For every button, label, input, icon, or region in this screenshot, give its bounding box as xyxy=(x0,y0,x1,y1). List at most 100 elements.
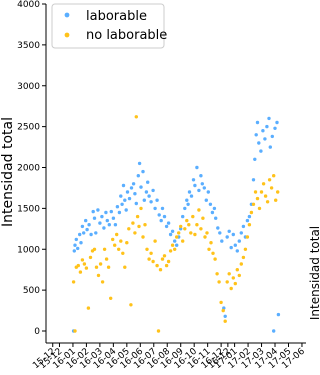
point-laborable xyxy=(257,141,261,145)
point-no-laborable xyxy=(267,178,272,182)
point-laborable xyxy=(263,137,267,141)
point-no-laborable xyxy=(221,308,225,313)
point-no-laborable xyxy=(265,200,270,204)
point-laborable xyxy=(170,229,175,233)
point-laborable xyxy=(200,182,204,186)
point-no-laborable xyxy=(82,262,87,266)
point-no-laborable xyxy=(134,115,138,119)
point-laborable xyxy=(136,174,140,178)
point-laborable xyxy=(241,224,246,229)
point-no-laborable xyxy=(127,227,131,231)
y-tick-label: 3000 xyxy=(17,82,40,92)
point-no-laborable xyxy=(213,257,217,261)
point-laborable xyxy=(129,186,134,190)
point-laborable xyxy=(107,223,112,227)
y-tick-label: 2500 xyxy=(17,123,40,133)
points-layer xyxy=(71,115,281,333)
point-laborable xyxy=(173,239,177,243)
point-laborable xyxy=(276,312,281,317)
point-no-laborable xyxy=(102,247,107,251)
point-no-laborable xyxy=(96,273,101,278)
point-laborable xyxy=(89,232,93,237)
point-laborable xyxy=(261,129,265,133)
point-laborable xyxy=(268,145,272,149)
point-no-laborable xyxy=(276,190,280,194)
point-no-laborable xyxy=(84,266,89,270)
point-no-laborable xyxy=(78,270,83,274)
point-no-laborable xyxy=(173,247,177,251)
y-tick-label: 500 xyxy=(23,286,40,296)
point-laborable xyxy=(183,206,187,211)
point-laborable xyxy=(185,198,189,202)
point-laborable xyxy=(151,188,155,193)
point-laborable xyxy=(87,223,91,227)
point-no-laborable xyxy=(86,306,91,310)
point-no-laborable xyxy=(100,280,105,284)
y-tick-label: 4000 xyxy=(17,0,40,10)
point-laborable xyxy=(270,134,274,139)
y-tick-label: 1500 xyxy=(17,204,40,214)
point-no-laborable xyxy=(135,214,140,219)
point-laborable xyxy=(133,192,137,196)
point-no-laborable xyxy=(109,296,113,300)
point-laborable xyxy=(76,246,80,251)
point-laborable xyxy=(175,243,179,247)
point-no-laborable xyxy=(155,263,159,268)
point-laborable xyxy=(164,224,169,229)
point-no-laborable xyxy=(183,227,187,231)
point-no-laborable xyxy=(203,235,207,239)
point-no-laborable xyxy=(166,259,171,264)
point-laborable xyxy=(111,216,116,220)
y-tick-label: 2000 xyxy=(17,164,40,174)
y-tick-label: 3500 xyxy=(17,41,40,51)
point-laborable xyxy=(179,227,183,231)
point-laborable xyxy=(206,190,210,194)
point-no-laborable xyxy=(139,206,143,211)
point-no-laborable xyxy=(249,210,254,215)
y-ticks: 0 500 1000 1500 2000 2500 3000 3500 4000 xyxy=(17,0,46,337)
point-no-laborable xyxy=(225,280,229,284)
point-laborable xyxy=(208,202,213,206)
point-no-laborable xyxy=(251,202,256,206)
point-no-laborable xyxy=(201,216,205,220)
point-laborable xyxy=(186,202,190,206)
point-no-laborable xyxy=(125,241,129,245)
point-no-laborable xyxy=(245,235,250,239)
point-no-laborable xyxy=(237,273,241,278)
point-laborable xyxy=(157,213,161,217)
point-laborable xyxy=(229,245,233,250)
point-no-laborable xyxy=(257,206,262,211)
point-laborable xyxy=(73,243,77,247)
point-laborable xyxy=(153,206,157,211)
point-laborable xyxy=(214,216,218,220)
point-laborable xyxy=(144,190,149,194)
point-laborable xyxy=(166,221,171,225)
point-laborable xyxy=(82,231,86,235)
point-no-laborable xyxy=(243,247,248,251)
point-laborable xyxy=(139,185,143,189)
point-laborable xyxy=(102,226,106,230)
point-no-laborable xyxy=(269,186,274,190)
point-no-laborable xyxy=(113,243,117,247)
point-laborable xyxy=(212,206,217,211)
point-laborable xyxy=(80,224,85,229)
point-laborable xyxy=(84,218,88,223)
point-laborable xyxy=(181,214,185,219)
point-laborable xyxy=(105,218,110,223)
point-no-laborable xyxy=(191,214,195,219)
point-laborable xyxy=(104,210,108,215)
point-laborable xyxy=(193,183,197,188)
point-laborable xyxy=(275,120,279,125)
point-no-laborable xyxy=(207,247,211,251)
y-tick-label: 0 xyxy=(34,327,40,337)
point-no-laborable xyxy=(129,303,133,307)
point-laborable xyxy=(259,149,263,153)
point-no-laborable xyxy=(158,268,163,272)
point-laborable xyxy=(233,243,237,247)
point-laborable xyxy=(119,194,123,198)
point-no-laborable xyxy=(227,272,231,276)
point-no-laborable xyxy=(197,208,201,212)
y-axis-title: Intensidad total xyxy=(0,117,16,227)
point-laborable xyxy=(109,209,114,214)
